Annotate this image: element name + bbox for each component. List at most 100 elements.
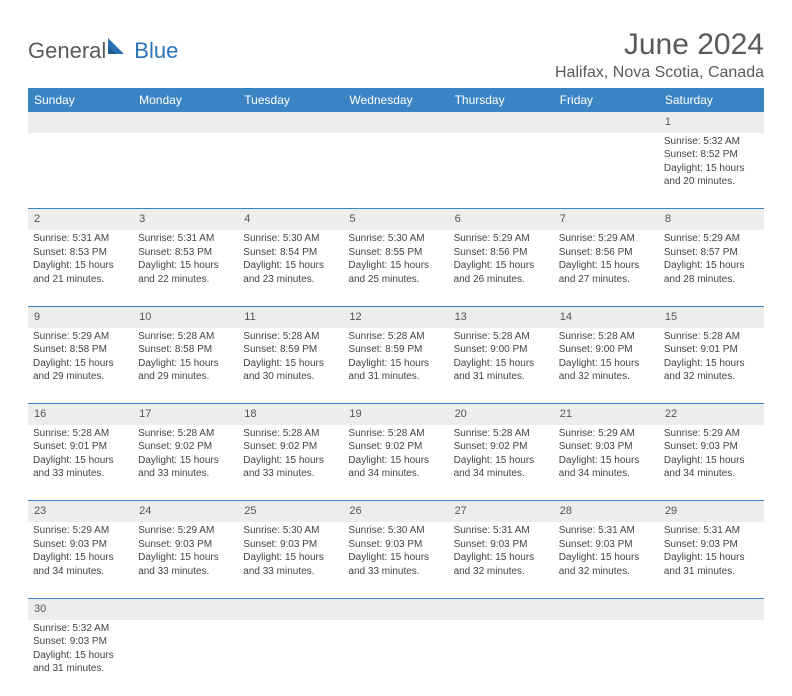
day-number: 7 (554, 209, 659, 230)
sunrise-text: Sunrise: 5:31 AM (664, 524, 759, 538)
sunrise-text: Sunrise: 5:29 AM (559, 427, 654, 441)
sunrise-text: Sunrise: 5:28 AM (138, 330, 233, 344)
day-number: 11 (238, 306, 343, 327)
sunset-text: Sunset: 9:00 PM (559, 343, 654, 357)
sunrise-text: Sunrise: 5:29 AM (664, 232, 759, 246)
daylight-text: Daylight: 15 hours and 34 minutes. (348, 454, 443, 481)
day-number: 20 (449, 404, 554, 425)
sunrise-text: Sunrise: 5:28 AM (664, 330, 759, 344)
sunset-text: Sunset: 8:52 PM (664, 148, 759, 162)
sunset-text: Sunset: 9:02 PM (454, 440, 549, 454)
day-cell: Sunrise: 5:31 AMSunset: 9:03 PMDaylight:… (449, 522, 554, 598)
daylight-text: Daylight: 15 hours and 34 minutes. (454, 454, 549, 481)
sunrise-text: Sunrise: 5:30 AM (348, 524, 443, 538)
day-cell: Sunrise: 5:29 AMSunset: 9:03 PMDaylight:… (133, 522, 238, 598)
week-row: Sunrise: 5:28 AMSunset: 9:01 PMDaylight:… (28, 425, 764, 501)
sunset-text: Sunset: 8:58 PM (138, 343, 233, 357)
day-number: 8 (659, 209, 764, 230)
sunrise-text: Sunrise: 5:30 AM (243, 232, 338, 246)
day-number: 28 (554, 501, 659, 522)
week-row: Sunrise: 5:32 AMSunset: 8:52 PMDaylight:… (28, 133, 764, 209)
sunrise-text: Sunrise: 5:28 AM (243, 330, 338, 344)
daylight-text: Daylight: 15 hours and 33 minutes. (348, 551, 443, 578)
day-cell: Sunrise: 5:28 AMSunset: 9:02 PMDaylight:… (449, 425, 554, 501)
day-number-blank (554, 112, 659, 133)
sunset-text: Sunset: 9:03 PM (664, 538, 759, 552)
sunset-text: Sunset: 8:59 PM (348, 343, 443, 357)
day-number: 29 (659, 501, 764, 522)
daylight-text: Daylight: 15 hours and 33 minutes. (138, 551, 233, 578)
sunset-text: Sunset: 8:54 PM (243, 246, 338, 260)
day-cell: Sunrise: 5:28 AMSunset: 9:02 PMDaylight:… (238, 425, 343, 501)
logo-sail-icon (106, 36, 132, 56)
weekday-header: Tuesday (238, 88, 343, 112)
day-cell: Sunrise: 5:31 AMSunset: 8:53 PMDaylight:… (28, 230, 133, 306)
sunset-text: Sunset: 9:00 PM (454, 343, 549, 357)
weekday-header: Saturday (659, 88, 764, 112)
day-cell: Sunrise: 5:28 AMSunset: 8:59 PMDaylight:… (343, 328, 448, 404)
day-cell: Sunrise: 5:28 AMSunset: 8:58 PMDaylight:… (133, 328, 238, 404)
weekday-header: Wednesday (343, 88, 448, 112)
day-number-blank (343, 112, 448, 133)
sunrise-text: Sunrise: 5:28 AM (243, 427, 338, 441)
sunset-text: Sunset: 9:02 PM (348, 440, 443, 454)
day-number: 3 (133, 209, 238, 230)
sunset-text: Sunset: 9:01 PM (33, 440, 128, 454)
day-cell: Sunrise: 5:29 AMSunset: 9:03 PMDaylight:… (659, 425, 764, 501)
header: General Blue June 2024 Halifax, Nova Sco… (28, 28, 764, 82)
day-number: 23 (28, 501, 133, 522)
week-row: Sunrise: 5:29 AMSunset: 9:03 PMDaylight:… (28, 522, 764, 598)
daylight-text: Daylight: 15 hours and 29 minutes. (138, 357, 233, 384)
empty-cell (133, 133, 238, 209)
sunrise-text: Sunrise: 5:29 AM (138, 524, 233, 538)
day-number: 2 (28, 209, 133, 230)
sunrise-text: Sunrise: 5:32 AM (664, 135, 759, 149)
sunset-text: Sunset: 9:03 PM (33, 538, 128, 552)
day-cell: Sunrise: 5:29 AMSunset: 8:56 PMDaylight:… (554, 230, 659, 306)
calendar-table: SundayMondayTuesdayWednesdayThursdayFrid… (28, 88, 764, 696)
sunrise-text: Sunrise: 5:28 AM (33, 427, 128, 441)
day-number: 6 (449, 209, 554, 230)
daylight-text: Daylight: 15 hours and 32 minutes. (454, 551, 549, 578)
daylight-text: Daylight: 15 hours and 32 minutes. (664, 357, 759, 384)
day-cell: Sunrise: 5:28 AMSunset: 9:00 PMDaylight:… (554, 328, 659, 404)
sunset-text: Sunset: 9:03 PM (559, 538, 654, 552)
day-cell: Sunrise: 5:28 AMSunset: 8:59 PMDaylight:… (238, 328, 343, 404)
day-cell: Sunrise: 5:30 AMSunset: 8:55 PMDaylight:… (343, 230, 448, 306)
logo: General Blue (28, 28, 178, 66)
day-number-blank (554, 598, 659, 619)
sunset-text: Sunset: 9:03 PM (138, 538, 233, 552)
daylight-text: Daylight: 15 hours and 32 minutes. (559, 551, 654, 578)
sunrise-text: Sunrise: 5:32 AM (33, 622, 128, 636)
day-cell: Sunrise: 5:28 AMSunset: 9:01 PMDaylight:… (659, 328, 764, 404)
day-cell: Sunrise: 5:29 AMSunset: 9:03 PMDaylight:… (28, 522, 133, 598)
day-cell: Sunrise: 5:32 AMSunset: 8:52 PMDaylight:… (659, 133, 764, 209)
sunrise-text: Sunrise: 5:29 AM (454, 232, 549, 246)
day-cell: Sunrise: 5:28 AMSunset: 9:01 PMDaylight:… (28, 425, 133, 501)
sunset-text: Sunset: 8:53 PM (138, 246, 233, 260)
empty-cell (133, 620, 238, 696)
day-number: 4 (238, 209, 343, 230)
day-number-blank (238, 112, 343, 133)
sunset-text: Sunset: 8:56 PM (559, 246, 654, 260)
day-number: 14 (554, 306, 659, 327)
sunrise-text: Sunrise: 5:31 AM (454, 524, 549, 538)
day-cell: Sunrise: 5:32 AMSunset: 9:03 PMDaylight:… (28, 620, 133, 696)
sunset-text: Sunset: 8:56 PM (454, 246, 549, 260)
empty-cell (554, 620, 659, 696)
week-row: Sunrise: 5:32 AMSunset: 9:03 PMDaylight:… (28, 620, 764, 696)
day-number: 26 (343, 501, 448, 522)
day-number-row: 2345678 (28, 209, 764, 230)
sunrise-text: Sunrise: 5:28 AM (454, 427, 549, 441)
day-cell: Sunrise: 5:29 AMSunset: 9:03 PMDaylight:… (554, 425, 659, 501)
weekday-header: Sunday (28, 88, 133, 112)
daylight-text: Daylight: 15 hours and 33 minutes. (33, 454, 128, 481)
day-number-blank (659, 598, 764, 619)
daylight-text: Daylight: 15 hours and 34 minutes. (559, 454, 654, 481)
daylight-text: Daylight: 15 hours and 20 minutes. (664, 162, 759, 189)
day-number-row: 23242526272829 (28, 501, 764, 522)
empty-cell (449, 133, 554, 209)
day-number: 9 (28, 306, 133, 327)
location: Halifax, Nova Scotia, Canada (555, 64, 764, 82)
sunset-text: Sunset: 8:57 PM (664, 246, 759, 260)
